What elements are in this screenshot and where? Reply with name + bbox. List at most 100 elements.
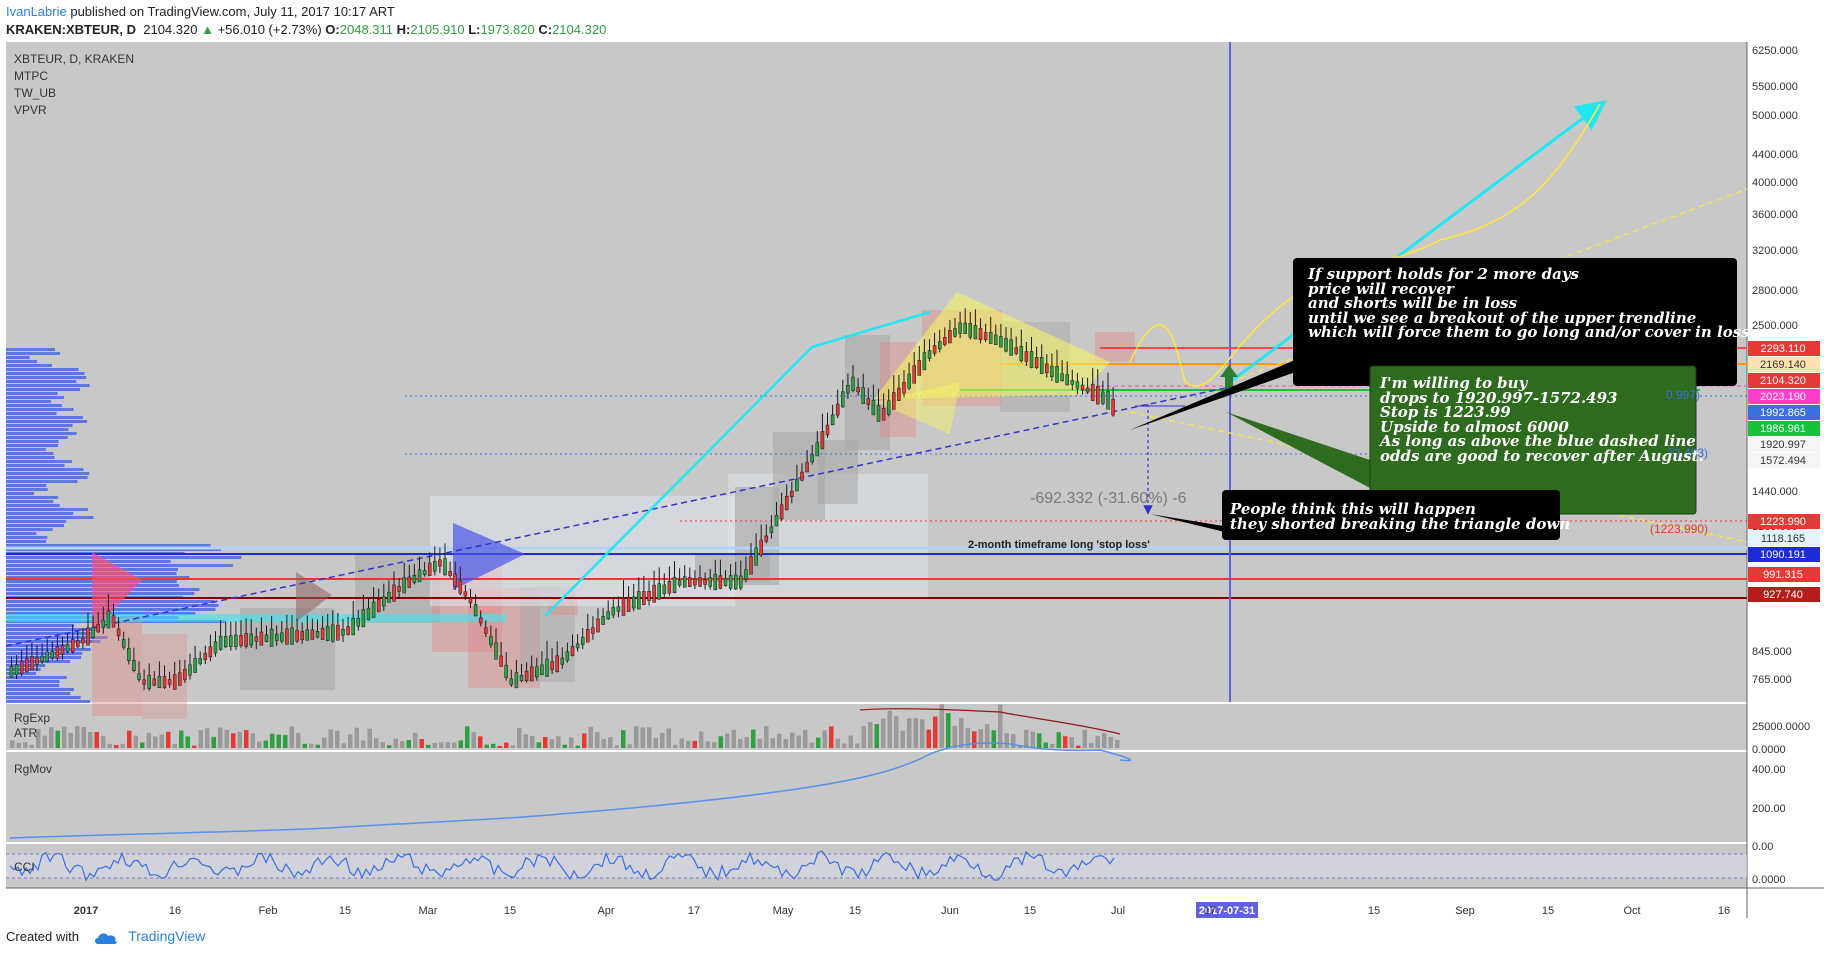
vpvr-bar [6, 536, 48, 539]
candle [958, 311, 962, 339]
rgexp-bar [822, 730, 827, 748]
rgexp-bar [192, 745, 197, 748]
candle [402, 562, 406, 594]
rgmov-pane[interactable] [6, 752, 1747, 842]
rgexp-bar [335, 730, 340, 748]
rgexp-bar [855, 743, 860, 748]
candle [688, 567, 692, 587]
rgexp-bar [556, 736, 561, 748]
candle [478, 610, 483, 627]
price-ticks: 6250.000 5500.000 5000.000 4400.000 4000.000… [1752, 45, 1798, 686]
rgexp-bar [530, 736, 535, 748]
rgexp-bar [289, 726, 294, 748]
rgexp-bar [62, 726, 67, 748]
vpvr-bar [6, 628, 100, 631]
rgexp-bar [140, 742, 145, 748]
candle [1065, 361, 1069, 386]
high-value: 2105.910 [410, 22, 465, 37]
rgexp-bar [907, 718, 912, 748]
rgmov-tick-1: 200.00 [1752, 803, 1786, 815]
rgexp-bar [276, 734, 281, 748]
time-tick-13: 17 [1204, 905, 1216, 917]
rgexp-bar [491, 743, 496, 748]
candle [728, 563, 733, 591]
fib-label-c: (1223.990) [1650, 522, 1708, 536]
candle [489, 625, 493, 648]
vpvr-bar [6, 692, 71, 695]
rgexp-bar [393, 738, 398, 748]
stop-loss-label: 2-month timeframe long 'stop loss' [968, 539, 1150, 551]
price-badge-1: 2169.140 [1748, 357, 1820, 372]
price-tick-5: 3600.000 [1752, 209, 1798, 221]
rgexp-bar [582, 733, 587, 748]
candle [76, 630, 80, 649]
candle [504, 652, 508, 681]
candle [784, 484, 789, 511]
chart-area[interactable]: XBTEUR, D, KRAKEN MTPC TW_UB VPVR -692.3… [0, 42, 1824, 926]
author-link[interactable]: IvanLabrie [6, 4, 67, 19]
candle [616, 596, 621, 618]
rgexp-bar [302, 743, 307, 748]
time-axis[interactable] [6, 888, 1747, 918]
rgexp-bar [159, 734, 164, 748]
buy-callout: I'm willing to buy drops to 1920.997-157… [1380, 374, 1704, 465]
candle [356, 609, 361, 631]
candle [91, 615, 95, 639]
rgexp-bar [796, 735, 801, 748]
rgmov-tick-2: 0.00 [1752, 841, 1773, 853]
rgexp-bar [374, 738, 379, 748]
vpvr-bar [6, 388, 81, 391]
rgexp-bar [543, 737, 548, 748]
candle [902, 370, 906, 398]
price-badge-label-4: 1992.865 [1760, 407, 1806, 419]
support-pointer [1130, 360, 1330, 430]
vpvr-bar [6, 544, 211, 547]
candle [555, 641, 559, 673]
vpvr-bar [6, 408, 74, 411]
rgexp-bar [400, 741, 405, 748]
candle [519, 664, 524, 683]
rgexp-bar [322, 737, 327, 748]
rgexp-bar [985, 724, 990, 748]
rgexp-bar [179, 730, 184, 748]
vpvr-bar [6, 464, 65, 467]
vpvr-bar [6, 368, 79, 371]
candle [111, 603, 116, 628]
rgexp-bar [172, 743, 177, 748]
candle [499, 642, 503, 667]
rgexp-bar [868, 722, 873, 748]
candle [269, 616, 274, 647]
price-badge-10: 1090.191 [1748, 547, 1820, 562]
rgexp-bar [952, 725, 957, 748]
candle [943, 327, 947, 347]
rgexp-bar [23, 742, 28, 748]
time-tick-7: 17 [688, 905, 700, 917]
rgexp-bar [939, 704, 944, 748]
candle [514, 659, 519, 689]
candle [779, 492, 784, 521]
legend-symbol: XBTEUR, D, KRAKEN [14, 52, 134, 66]
tradingview-cloud-icon [94, 933, 117, 944]
vpvr-bar [6, 512, 74, 515]
candle [999, 323, 1003, 348]
candle [346, 616, 350, 636]
rgexp-bar [1076, 745, 1081, 748]
vpvr-bar [6, 456, 55, 459]
candle [101, 606, 106, 634]
rgexp-bar [198, 730, 203, 748]
candle [667, 566, 672, 596]
rgexp-bar [738, 738, 743, 748]
candle [116, 617, 121, 641]
candle [927, 339, 932, 362]
legend-vpvr: VPVR [14, 103, 47, 117]
candle [897, 374, 901, 401]
price-tick-4: 4000.000 [1752, 177, 1798, 189]
vpvr-bar [6, 400, 52, 403]
rgexp-bar [452, 742, 457, 748]
rgexp-bar [1030, 731, 1035, 748]
candle [835, 389, 840, 419]
vpvr-bar [6, 404, 62, 407]
candle [550, 648, 554, 674]
cci-tick-0: 0.0000 [1752, 874, 1786, 886]
tradingview-brand[interactable]: TradingView [128, 928, 206, 944]
